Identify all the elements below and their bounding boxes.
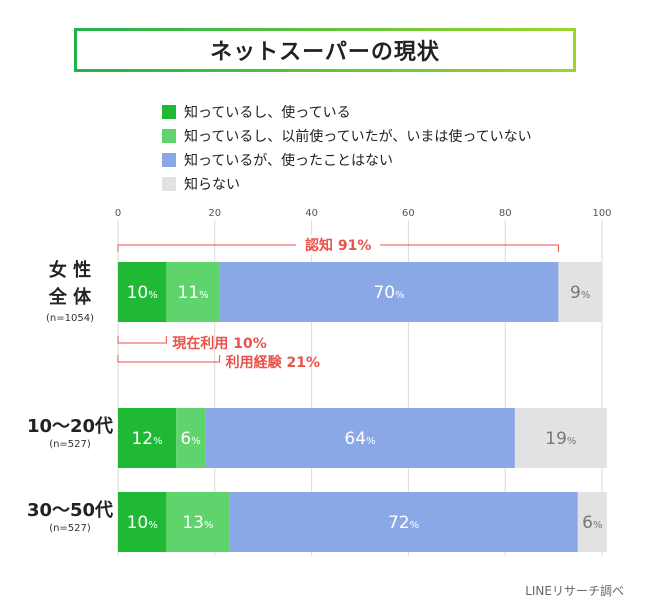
bar-value-label: 10%	[127, 513, 158, 533]
annotation-label: 現在利用 10%	[172, 335, 266, 352]
bar-segment	[205, 408, 515, 468]
source-note: LINEリサーチ調べ	[525, 584, 624, 598]
legend-item: 知っているし、以前使っていたが、いまは使っていない	[162, 124, 532, 148]
bar-value-label: 72%	[388, 513, 419, 533]
legend: 知っているし、使っている 知っているし、以前使っていたが、いまは使っていない 知…	[162, 100, 532, 196]
legend-swatch	[162, 105, 176, 119]
bar-segment	[577, 492, 607, 552]
category-label: 女 性	[49, 259, 91, 281]
bar-value-label: 13%	[182, 513, 213, 533]
x-tick-label: 80	[499, 208, 512, 219]
category-label: 全 体	[48, 286, 92, 308]
legend-label: 知っているし、使っている	[184, 105, 351, 121]
bar-segment	[118, 262, 167, 322]
legend-swatch	[162, 177, 176, 191]
bar-value-label: 70%	[373, 283, 404, 303]
legend-item: 知らない	[162, 172, 532, 196]
bar-segment	[558, 262, 602, 322]
legend-item: 知っているが、使ったことはない	[162, 148, 532, 172]
bar-value-label: 10%	[127, 283, 158, 303]
legend-swatch	[162, 153, 176, 167]
bar-value-label: 6%	[180, 429, 200, 449]
chart-title: ネットスーパーの現状	[74, 28, 576, 72]
bar-value-label: 11%	[177, 283, 208, 303]
bar-value-label: 64%	[344, 429, 375, 449]
annotation-label-bg	[296, 235, 381, 255]
category-sample-size: (n=1054)	[46, 313, 94, 324]
x-tick-label: 100	[592, 208, 611, 219]
x-tick-label: 40	[305, 208, 318, 219]
bar-value-label: 9%	[570, 283, 590, 303]
category-sample-size: (n=527)	[49, 523, 91, 534]
legend-label: 知らない	[184, 177, 240, 193]
bar-segment	[229, 492, 578, 552]
bar-value-label: 6%	[582, 513, 602, 533]
x-tick-label: 20	[208, 208, 221, 219]
bar-segment	[118, 408, 177, 468]
legend-label: 知っているし、以前使っていたが、いまは使っていない	[184, 129, 532, 145]
x-tick-label: 60	[402, 208, 415, 219]
x-tick-label: 0	[115, 208, 121, 219]
category-label: 10〜20代	[27, 416, 113, 437]
bar-segment	[166, 492, 230, 552]
bar-value-label: 12%	[131, 429, 162, 449]
bar-segment	[514, 408, 607, 468]
bar-segment	[176, 408, 206, 468]
legend-label: 知っているが、使ったことはない	[184, 153, 394, 169]
bar-segment	[219, 262, 559, 322]
category-label: 30〜50代	[27, 500, 113, 521]
annotation-bracket	[117, 355, 221, 363]
annotation-label: 利用経験 21%	[226, 354, 320, 371]
category-sample-size: (n=527)	[49, 439, 91, 450]
legend-swatch	[162, 129, 176, 143]
bar-value-label: 19%	[545, 429, 576, 449]
annotation-label: 認知 91%	[305, 237, 371, 254]
legend-item: 知っているし、使っている	[162, 100, 532, 124]
bar-segment	[166, 262, 220, 322]
bar-segment	[118, 492, 167, 552]
annotation-bracket	[117, 336, 167, 344]
